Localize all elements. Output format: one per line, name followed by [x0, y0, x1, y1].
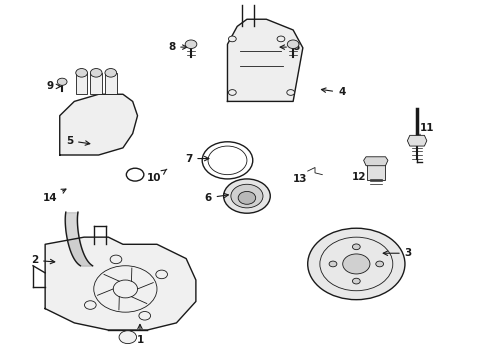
Circle shape [57, 78, 67, 85]
Circle shape [228, 90, 236, 95]
Text: 3: 3 [383, 248, 411, 258]
Circle shape [105, 68, 116, 77]
Text: 6: 6 [204, 193, 228, 203]
Text: 2: 2 [31, 255, 55, 265]
Circle shape [342, 254, 369, 274]
Text: 8: 8 [280, 42, 299, 52]
Circle shape [228, 36, 236, 42]
Circle shape [277, 36, 285, 42]
Polygon shape [60, 94, 137, 155]
Text: 11: 11 [419, 123, 433, 139]
Bar [366, 160, 384, 180]
Circle shape [286, 90, 294, 95]
Text: 7: 7 [184, 154, 208, 163]
Circle shape [287, 40, 298, 49]
Circle shape [352, 278, 360, 284]
Text: 5: 5 [66, 136, 90, 146]
Polygon shape [407, 135, 426, 146]
Text: 13: 13 [293, 174, 307, 184]
Polygon shape [363, 157, 387, 166]
Circle shape [119, 331, 136, 343]
Circle shape [76, 68, 87, 77]
Text: 14: 14 [42, 189, 66, 203]
Circle shape [110, 255, 122, 264]
Bar [76, 73, 87, 94]
Circle shape [230, 184, 263, 208]
Circle shape [307, 228, 404, 300]
Bar [105, 73, 116, 94]
Circle shape [185, 40, 197, 49]
Circle shape [238, 192, 255, 204]
Circle shape [139, 311, 150, 320]
Circle shape [84, 301, 96, 309]
Circle shape [352, 244, 360, 249]
Text: 10: 10 [147, 169, 166, 183]
Circle shape [90, 68, 102, 77]
Text: 8: 8 [167, 42, 186, 52]
Polygon shape [227, 19, 302, 102]
Circle shape [156, 270, 167, 279]
Text: 1: 1 [136, 324, 143, 345]
Text: 4: 4 [321, 87, 345, 98]
Text: 9: 9 [46, 81, 61, 91]
Text: 12: 12 [351, 172, 365, 182]
Bar [90, 73, 102, 94]
Polygon shape [45, 237, 196, 330]
Circle shape [223, 179, 270, 213]
Circle shape [375, 261, 383, 267]
Circle shape [328, 261, 336, 267]
